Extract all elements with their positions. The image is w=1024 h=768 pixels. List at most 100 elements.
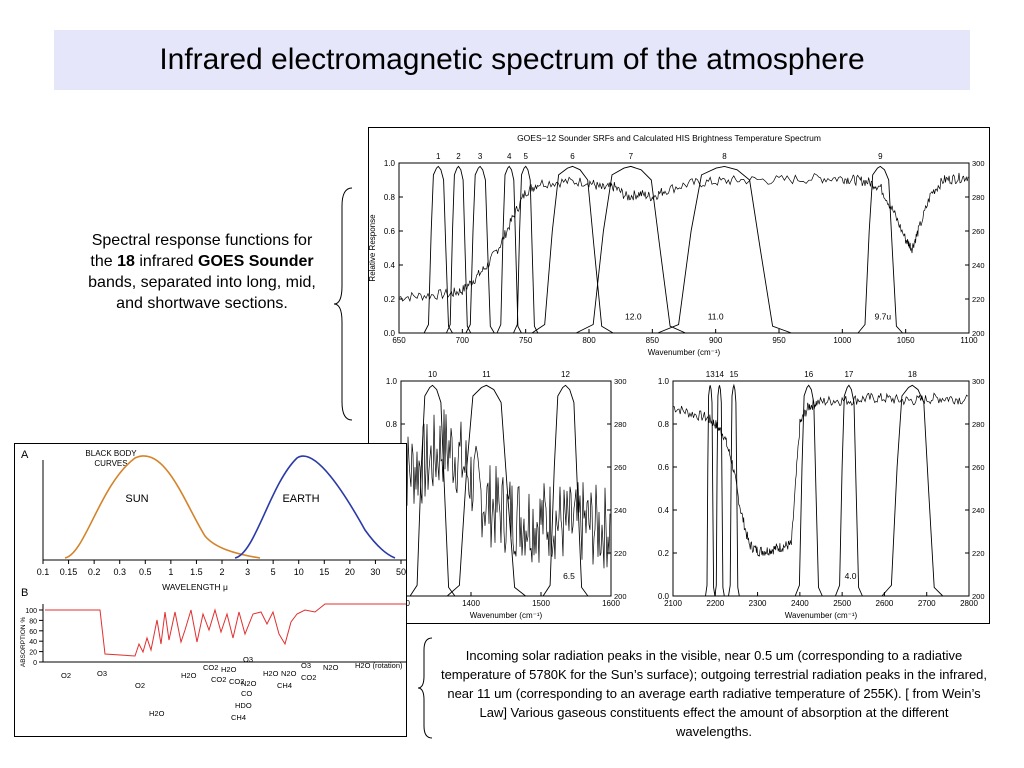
y-tick-label: 1.0 xyxy=(386,377,398,386)
srf-band-11 xyxy=(446,384,526,597)
sun-label: SUN xyxy=(125,493,148,505)
x-tick-label: 1600 xyxy=(602,599,620,608)
bb-x-tick-label: 0.5 xyxy=(139,567,152,577)
band-label: 7 xyxy=(629,152,634,161)
x-tick-label: 650 xyxy=(392,336,406,345)
srf-description: Spectral response functions for the 18 i… xyxy=(86,230,318,314)
band-label: 6 xyxy=(570,152,575,161)
band-label: 18 xyxy=(908,370,917,379)
x-tick-label: 1100 xyxy=(960,336,978,345)
bottom-brace-icon xyxy=(417,637,433,739)
srf-band-1 xyxy=(423,165,453,334)
band-label: 14 xyxy=(715,370,724,379)
band-label: 2 xyxy=(456,152,461,161)
y-tick-label: 0.0 xyxy=(658,592,670,601)
band-annotation: 11.0 xyxy=(708,311,724,321)
gas-label: N2O xyxy=(323,663,339,672)
y-tick-label: 1.0 xyxy=(384,159,396,168)
blackbody-charts: A BLACK BODY CURVES SUN EARTH 0.1 0.15 0.2… xyxy=(20,449,406,722)
y-tick-label: 0.4 xyxy=(658,506,670,515)
band-label: 1 xyxy=(436,152,441,161)
x-tick-label: 750 xyxy=(519,336,533,345)
bb-x-tick-label: 15 xyxy=(319,567,329,577)
earth-curve xyxy=(234,455,396,559)
band-label: 8 xyxy=(722,152,727,161)
y-tick-label: 0.0 xyxy=(384,329,396,338)
x-axis-label: Wavenumber (cm⁻¹) xyxy=(648,348,721,357)
y-tick-label: 0.2 xyxy=(658,549,670,558)
srf-band-10 xyxy=(409,384,456,597)
x-axis-label: Wavenumber (cm⁻¹) xyxy=(470,611,543,620)
y-right-tick-label: 240 xyxy=(972,261,985,270)
band-annotation: 6.5 xyxy=(563,571,575,581)
x-tick-label: 2400 xyxy=(791,599,809,608)
earth-label: EARTH xyxy=(282,493,319,505)
y-right-tick-label: 200 xyxy=(972,329,985,338)
desc-part2: infrared xyxy=(134,253,199,270)
absorption-ylabel: ABSORPTION % xyxy=(20,617,27,667)
band-annotation: 12.0 xyxy=(625,311,642,321)
y-right-tick-label: 260 xyxy=(614,463,627,472)
srf-band-16 xyxy=(794,384,823,597)
y-right-tick-label: 260 xyxy=(972,227,985,236)
x-tick-label: 1000 xyxy=(833,336,851,345)
x-tick-label: 800 xyxy=(582,336,596,345)
x-axis-label: Wavenumber (cm⁻¹) xyxy=(785,611,858,620)
bottom-right-chart: 2100 2200 2300 2400 2500 2600 2700 2800 0.0 0.2 0.… xyxy=(658,370,997,620)
bb-x-tick-label: 50 xyxy=(396,567,406,577)
bb-xlabel: WAVELENGTH μ xyxy=(162,582,228,592)
chart-title: GOES−12 Sounder SRFs and Calculated HIS … xyxy=(517,133,821,143)
x-tick-label: 2100 xyxy=(664,599,682,608)
abs-y-tick-label: 20 xyxy=(29,650,37,657)
plot-frame xyxy=(672,380,970,597)
panel-letter-b: B xyxy=(21,587,28,599)
y-right-tick-label: 240 xyxy=(972,506,985,515)
x-tick-label: 900 xyxy=(709,336,723,345)
blackbody-panel: A BLACK BODY CURVES SUN EARTH 0.1 0.15 0.2… xyxy=(14,443,407,737)
bb-x-tick-label: 0.15 xyxy=(60,567,78,577)
band-annotation: 9.7u xyxy=(875,311,892,321)
y-right-tick-label: 220 xyxy=(972,549,985,558)
abs-y-tick-label: 0 xyxy=(33,660,37,667)
srf-band-15 xyxy=(728,383,740,597)
abs-y-tick-label: 40 xyxy=(29,639,37,646)
plot-frame xyxy=(398,162,970,334)
srf-band-9 xyxy=(857,165,903,334)
desc-goes: GOES Sounder xyxy=(198,253,314,270)
gas-label: H2O (rotation) xyxy=(355,661,403,670)
y-tick-label: 0.6 xyxy=(384,227,396,236)
x-tick-label: 1050 xyxy=(897,336,915,345)
goes-srf-charts: GOES−12 Sounder SRFs and Calculated HIS … xyxy=(368,133,997,620)
gas-labels: O2 O3O2H2OH2OCO2CO2H2OCO2N2OCOHDOCH4O3H2O… xyxy=(61,655,403,722)
srf-band-3 xyxy=(465,165,495,334)
band-label: 11 xyxy=(482,370,491,379)
bb-title-line2: CURVES xyxy=(94,459,127,468)
band-label: 17 xyxy=(844,370,853,379)
blackbody-description: Incoming solar radiation peaks in the vi… xyxy=(440,648,988,739)
bb-x-tick-label: 30 xyxy=(370,567,380,577)
gas-label: CO2 xyxy=(301,673,316,682)
goes-srf-panel: GOES−12 Sounder SRFs and Calculated HIS … xyxy=(368,127,997,624)
srf-band-18 xyxy=(881,384,944,597)
srf-band-5 xyxy=(513,165,539,334)
y-right-tick-label: 280 xyxy=(614,420,627,429)
y-tick-label: 0.2 xyxy=(384,295,396,304)
srf-band-12 xyxy=(542,384,589,597)
srf-band-14 xyxy=(714,385,725,597)
x-tick-label: 2300 xyxy=(749,599,767,608)
y-tick-label: 0.8 xyxy=(384,193,396,202)
x-tick-label: 2600 xyxy=(876,599,894,608)
y-tick-label: 0.6 xyxy=(658,463,670,472)
srf-band-8 xyxy=(657,165,792,334)
band-label: 4 xyxy=(507,152,512,161)
title-bar: Infrared electromagnetic spectrum of the… xyxy=(54,30,970,90)
bottom-left-chart: 13001400150016000.00.20.40.60.81.0200220… xyxy=(370,370,627,620)
gas-label: H2O xyxy=(181,671,197,680)
gas-label: H2O xyxy=(149,709,165,718)
gas-label: N2O xyxy=(241,679,257,688)
x-tick-label: 2800 xyxy=(960,599,978,608)
band-label: 10 xyxy=(428,370,437,379)
bb-x-tick-label: 3 xyxy=(245,567,250,577)
bb-x-tick-label: 10 xyxy=(294,567,304,577)
gas-label: CO xyxy=(241,689,252,698)
